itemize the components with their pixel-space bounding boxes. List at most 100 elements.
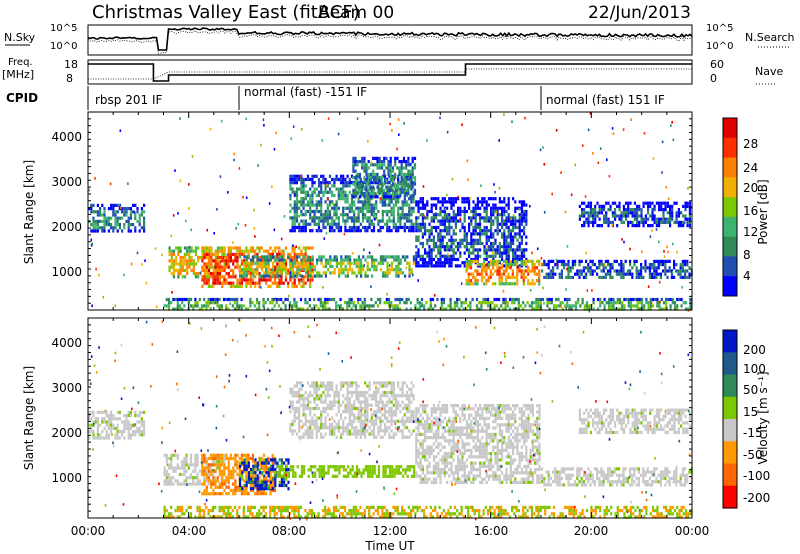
freq-tick-high: 18 [64,58,78,71]
echo-cell [232,252,235,256]
echo-cell [88,423,91,427]
echo-cell [309,222,312,226]
echo-cell [239,274,242,278]
echo-cell [535,259,539,263]
echo-cell [401,209,404,214]
echo-cell [274,467,277,472]
echo-cell [487,216,490,220]
echo-cell [243,274,246,278]
echo-cell [494,263,497,267]
echo-cell [306,177,310,182]
echo-cell [353,229,356,233]
echo-cell [300,249,303,253]
echo-cell [211,472,215,477]
echo-cell [127,426,130,430]
echo-cell [574,259,577,263]
echo-cell [293,174,296,178]
freq-panel: Freq. [MHz] 18 8 60 0 Nave [2,57,783,85]
echo-cell [496,272,499,276]
echo-cell [167,304,171,308]
echo-cell [642,266,645,270]
echo-cell [211,301,215,305]
echo-cell [223,262,226,266]
echo-cell [492,206,495,210]
echo-cell [316,258,319,262]
echo-cell [129,223,132,227]
echo-cell [271,297,274,302]
echo-cell [523,219,526,223]
echo-cell [609,269,612,273]
echo-cell [229,453,232,457]
echo-cell [203,476,206,480]
echo-cell [216,466,219,470]
echo-cell [207,456,210,461]
echo-cell [419,200,422,204]
nsearch-label: N.Search [745,31,795,44]
echo-cell [412,258,415,262]
echo-cell [329,255,332,259]
echo-cell [245,483,248,488]
echo-cell [359,190,362,194]
echo-cell [349,258,352,262]
echo-cell [446,261,449,265]
echo-cell [507,254,510,258]
echo-cell [178,297,182,302]
echo-cell [384,271,387,275]
echo-cell [417,238,420,242]
echo-cell [358,185,362,189]
echo-cell [629,297,633,302]
echo-cell [366,274,369,278]
echo-cell [291,268,294,272]
echo-cell [306,174,310,178]
power-echo-cells [88,112,693,313]
echo-cell [205,278,208,282]
echo-cell [192,304,195,308]
echo-cell [519,304,523,308]
echo-cell [522,301,525,305]
noise-cell [564,210,567,214]
echo-cell [622,275,625,279]
echo-cell [437,248,440,252]
echo-cell [516,248,519,252]
echo-cell [263,271,266,275]
echo-cell [456,304,459,308]
echo-cell [359,177,362,182]
echo-cell [132,433,135,437]
echo-cell [116,430,119,434]
echo-cell [291,284,294,288]
echo-cell [207,466,210,470]
echo-cell [509,245,512,249]
echo-cell [309,268,312,272]
echo-cell [405,176,408,180]
echo-cell [522,307,525,311]
echo-cell [394,172,397,176]
echo-cell [607,201,610,205]
echo-cell [293,219,296,223]
echo-cell [520,263,523,267]
echo-cell [407,172,410,176]
echo-cell [232,456,235,461]
echo-cell [311,262,314,266]
echo-cell [306,301,309,305]
echo-cell [264,301,267,305]
echo-cell [398,172,401,176]
echo-cell [289,193,292,198]
echo-cell [577,301,580,305]
echo-cell [361,193,365,198]
echo-cell [267,249,270,253]
echo-cell [300,229,303,233]
echo-cell [348,225,351,230]
echo-cell [377,219,380,223]
echo-cell [322,181,325,185]
echo-cell [209,301,212,305]
echo-cell [470,245,473,249]
echo-cell [212,275,215,279]
echo-cell [360,261,363,265]
echo-cell [623,304,626,308]
echo-cell [110,203,113,207]
echo-cell [450,219,453,223]
echo-cell [342,261,345,265]
echo-cell [291,281,294,285]
echo-cell [260,472,263,477]
echo-cell [449,304,452,308]
